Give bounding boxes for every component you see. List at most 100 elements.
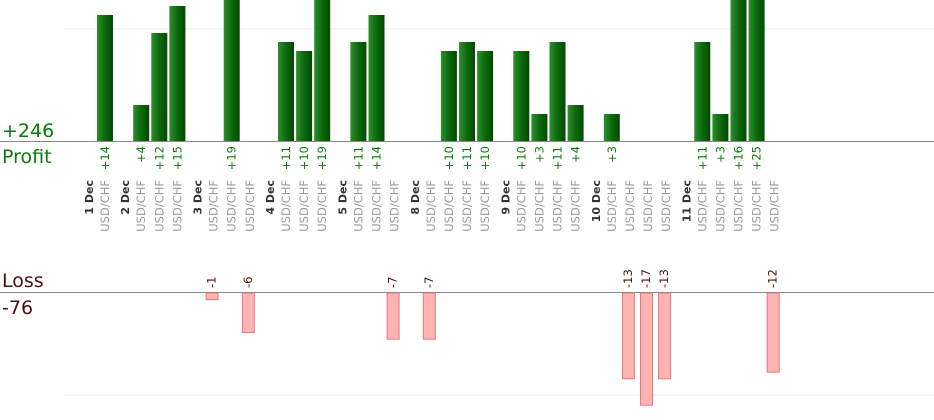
profit-bar <box>368 15 385 141</box>
pair-label: USD/CHF <box>514 180 528 232</box>
pair-label: USD/CHF <box>478 180 492 232</box>
profit-value-label: +11 <box>551 146 565 170</box>
profit-value-label: +15 <box>170 146 184 170</box>
profit-bar <box>278 42 294 141</box>
loss-bar <box>422 292 436 340</box>
date-label: 4 Dec <box>264 180 277 215</box>
profit-value-label: +4 <box>569 146 583 163</box>
profit-bar <box>440 51 457 141</box>
loss-value-label: -12 <box>766 269 780 288</box>
loss-bar <box>205 292 219 301</box>
loss-value-label: -7 <box>422 277 436 288</box>
loss-bar <box>386 292 400 340</box>
pair-label: USD/CHF <box>297 180 311 232</box>
pair-label: USD/CHF <box>388 180 402 232</box>
profit-value-label: +3 <box>713 146 727 163</box>
profit-bar <box>730 0 747 141</box>
pair-label: USD/CHF <box>623 180 637 232</box>
profit-value-label: +3 <box>605 146 619 163</box>
pair-label: USD/CHF <box>659 180 673 232</box>
date-label: 11 Dec <box>680 180 693 222</box>
profit-bar <box>477 51 494 141</box>
profit-value-label: +11 <box>279 146 293 170</box>
profit-value-label: +19 <box>315 146 329 170</box>
pair-label: USD/CHF <box>732 180 746 232</box>
loss-bar <box>658 292 672 380</box>
profit-value-label: +19 <box>225 146 239 170</box>
date-label: 5 Dec <box>336 180 349 215</box>
chart-bars <box>97 0 780 406</box>
pair-label: USD/CHF <box>351 180 365 232</box>
profit-bar <box>603 114 620 141</box>
loss-value-label: -6 <box>241 277 255 288</box>
date-label: 2 Dec <box>119 180 132 215</box>
pair-label: USD/CHF <box>460 180 474 232</box>
pair-label: USD/CHF <box>243 180 257 232</box>
pair-label: USD/CHF <box>532 180 546 232</box>
date-label: 10 Dec <box>590 180 603 222</box>
profit-bar <box>151 33 168 141</box>
profit-value-label: +14 <box>370 146 384 170</box>
loss-bar <box>640 292 653 406</box>
pair-label: USD/CHF <box>569 180 583 232</box>
profit-bar <box>748 0 765 141</box>
pair-label: USD/CHF <box>134 180 148 232</box>
profit-bar <box>694 42 711 141</box>
profit-bar <box>97 15 113 141</box>
pair-label: USD/CHF <box>695 180 709 232</box>
profit-value-label: +10 <box>514 146 528 170</box>
profit-value-label: +10 <box>297 146 311 170</box>
loss-value-label: -17 <box>639 269 653 288</box>
pair-label: USD/CHF <box>279 180 293 232</box>
profit-bar <box>513 51 530 141</box>
pair-label: USD/CHF <box>605 180 619 232</box>
profit-bar <box>314 0 331 141</box>
pair-label: USD/CHF <box>768 180 782 232</box>
pair-label: USD/CHF <box>442 180 456 232</box>
pair-label: USD/CHF <box>551 180 565 232</box>
date-label: 3 Dec <box>192 180 205 215</box>
pair-label: USD/CHF <box>152 180 166 232</box>
profit-value-label: +16 <box>732 146 746 170</box>
date-label: 8 Dec <box>409 180 422 215</box>
chart-grid <box>0 28 934 396</box>
loss-value-label: -1 <box>205 277 219 288</box>
pair-label: USD/CHF <box>170 180 184 232</box>
chart-labels: 1 Dec USD/CHF+142 Dec USD/CHF+4USD/CHF+12U… <box>83 146 782 288</box>
pair-label: USD/CHF <box>713 180 727 232</box>
loss-value-label: -13 <box>621 269 635 288</box>
profit-value-label: +11 <box>351 146 365 170</box>
pair-label: USD/CHF <box>225 180 239 232</box>
profit-value-label: +25 <box>750 146 764 170</box>
profit-value-label: +14 <box>98 146 112 170</box>
profit-bar <box>712 114 729 141</box>
pair-label: USD/CHF <box>641 180 655 232</box>
loss-label: Loss <box>2 270 44 292</box>
profit-bar <box>350 42 367 141</box>
profit-bar <box>531 114 548 141</box>
profit-bar <box>296 51 313 141</box>
loss-value-label: -7 <box>386 277 400 288</box>
date-label: 1 Dec <box>83 180 96 215</box>
profit-bar <box>169 6 186 141</box>
profit-bar <box>133 105 150 141</box>
pair-label: USD/CHF <box>207 180 221 232</box>
profit-value-label: +3 <box>532 146 546 163</box>
date-label: 9 Dec <box>499 180 512 215</box>
profit-total: +246 <box>2 120 54 142</box>
loss-total: -76 <box>2 297 33 319</box>
loss-bar <box>241 292 255 334</box>
profit-value-label: +11 <box>460 146 474 170</box>
pair-label: USD/CHF <box>370 180 384 232</box>
loss-value-label: -13 <box>657 269 671 288</box>
profit-value-label: +4 <box>134 146 148 163</box>
pair-label: USD/CHF <box>750 180 764 232</box>
pair-label: USD/CHF <box>98 180 112 232</box>
profit-bar <box>223 0 240 141</box>
profit-bar <box>459 42 475 141</box>
pair-label: USD/CHF <box>424 180 438 232</box>
profit-value-label: +10 <box>442 146 456 170</box>
pair-label: USD/CHF <box>315 180 329 232</box>
profit-value-label: +11 <box>695 146 709 170</box>
